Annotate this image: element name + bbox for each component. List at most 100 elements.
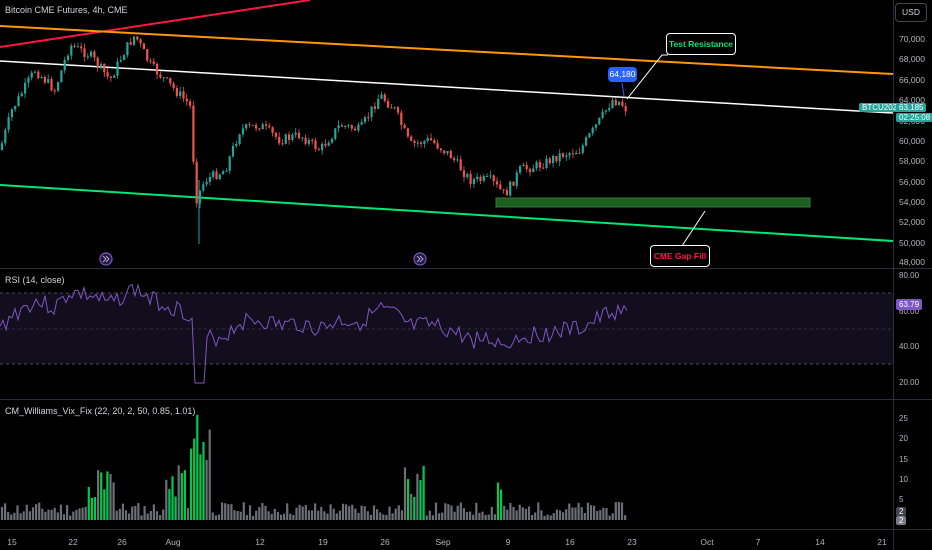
replay-icon[interactable] — [413, 252, 427, 266]
candle-body — [113, 75, 116, 78]
candle-body — [80, 46, 83, 49]
candle-body — [489, 175, 492, 177]
candle-body — [165, 77, 169, 79]
vix-bar — [531, 515, 534, 520]
resistance-callout[interactable]: Test Resistance — [666, 33, 736, 55]
candle-body — [456, 159, 459, 161]
vix-bar — [447, 504, 450, 520]
candle-body — [479, 176, 482, 181]
candle-body — [284, 134, 287, 144]
candle-body — [439, 148, 442, 151]
candle-body — [568, 153, 571, 156]
gap-fill-callout[interactable]: CME Gap Fill — [650, 245, 710, 267]
candle-body — [403, 125, 406, 129]
candle-body — [50, 78, 53, 91]
candle-body — [109, 76, 112, 78]
vix-bar — [534, 512, 537, 520]
candle-body — [618, 101, 621, 106]
vix-bar — [326, 513, 329, 520]
candle-body — [482, 175, 485, 181]
candle-body — [53, 90, 56, 92]
candle-body — [380, 94, 383, 99]
vix-bar — [193, 438, 196, 520]
candle-body — [509, 181, 512, 196]
candle-body — [132, 36, 136, 45]
vix-bar — [602, 507, 605, 520]
vix-bar — [456, 505, 459, 520]
vix-bar — [310, 510, 314, 520]
vix-bar — [428, 510, 431, 520]
vix-bar — [301, 506, 304, 520]
vix-bar — [0, 506, 4, 520]
vix-bar — [72, 511, 75, 520]
green-support-line — [0, 184, 894, 242]
price-axis-label: 50,000 — [899, 238, 925, 248]
candle-body — [189, 101, 192, 106]
vix-bar — [323, 511, 326, 520]
vix-bar — [286, 503, 289, 520]
vix-bar — [608, 515, 611, 520]
vix-bar — [276, 511, 279, 520]
vix-bar — [605, 508, 608, 520]
candle-body — [93, 51, 96, 58]
candle-body — [337, 125, 340, 129]
candle-body — [37, 71, 40, 79]
vix-bar — [155, 511, 159, 520]
vix-bar — [332, 508, 335, 520]
vix-bar — [549, 515, 552, 520]
vix-bar — [208, 429, 211, 520]
vix-bar — [81, 507, 84, 520]
candle-body — [624, 106, 627, 112]
vix-bar — [574, 507, 577, 520]
candle-body — [83, 48, 86, 57]
currency-button[interactable]: USD — [895, 3, 927, 22]
vix-bar — [47, 509, 50, 520]
candle-body — [393, 107, 396, 109]
price-axis-label: 64,000 — [899, 95, 925, 105]
time-axis-label: 14 — [815, 537, 825, 547]
price-axis-label: 48,000 — [899, 257, 925, 267]
rsi-axis-label: 80.00 — [899, 271, 920, 280]
replay-icon[interactable] — [99, 252, 113, 266]
candle-body — [558, 153, 561, 162]
vix-bar — [527, 506, 531, 520]
vix-bar — [236, 510, 239, 520]
candle-body — [248, 124, 251, 126]
candle-body — [505, 189, 508, 196]
bar-countdown-tag: 02:25:08 — [896, 113, 932, 122]
vix-bar — [221, 502, 224, 520]
vix-bar — [472, 514, 475, 520]
vix-bar — [295, 507, 298, 520]
time-axis-label: 12 — [255, 537, 265, 547]
candle-body — [387, 101, 390, 108]
vix-bar — [53, 507, 56, 520]
vix-bar — [419, 480, 422, 520]
vix-bar — [69, 515, 72, 520]
candle-body — [449, 150, 452, 159]
vix-bar — [403, 467, 407, 520]
candle-body — [10, 109, 13, 118]
vix-bar — [196, 414, 199, 520]
candle-body — [297, 132, 301, 139]
candle-body — [119, 60, 122, 62]
candle-body — [281, 143, 284, 145]
vix-bar — [152, 504, 155, 520]
candle-body — [228, 156, 231, 171]
vix-bar — [292, 514, 295, 520]
candle-body — [222, 171, 225, 175]
candle-body — [255, 125, 258, 129]
candle-body — [413, 140, 416, 144]
vix-bar — [35, 504, 38, 520]
price-callout[interactable]: 64,180 — [608, 67, 637, 82]
candle-body — [90, 51, 93, 57]
candle-body — [73, 45, 76, 47]
candle-body — [423, 141, 426, 144]
vix-bar — [233, 510, 236, 520]
vix-bar — [363, 506, 366, 520]
vix-bar — [459, 502, 462, 520]
candle-body — [314, 140, 317, 150]
candle-body — [601, 111, 604, 118]
candle-body — [142, 43, 145, 50]
candle-body — [60, 70, 63, 83]
